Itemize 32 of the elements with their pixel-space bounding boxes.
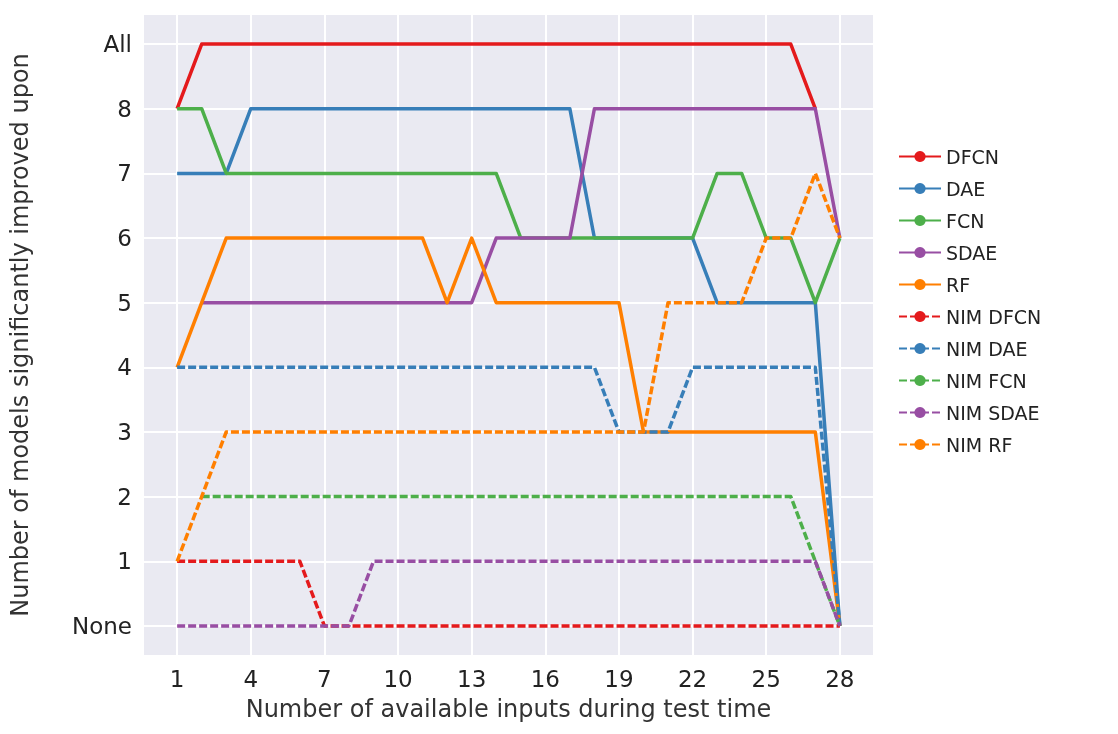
x-tick-label: 7 bbox=[317, 665, 332, 692]
y-tick-label: 8 bbox=[117, 95, 132, 122]
x-tick-label: 10 bbox=[383, 665, 413, 692]
x-tick-label: 22 bbox=[677, 665, 708, 692]
y-tick-label: All bbox=[103, 31, 132, 58]
legend-label: SDAE bbox=[946, 241, 998, 264]
legend-label: DAE bbox=[946, 177, 986, 200]
y-tick-label: 7 bbox=[117, 160, 132, 187]
y-axis-title: Number of models significantly improved upon bbox=[6, 53, 34, 617]
x-tick-label: 16 bbox=[530, 665, 560, 692]
x-tick-label: 13 bbox=[457, 665, 487, 692]
legend-label: FCN bbox=[946, 209, 985, 232]
y-tick-label: 6 bbox=[117, 225, 132, 252]
y-tick-label: 5 bbox=[117, 289, 132, 316]
legend-label: NIM FCN bbox=[946, 369, 1027, 392]
x-tick-label: 1 bbox=[169, 665, 185, 692]
legend-label: RF bbox=[946, 273, 971, 296]
x-tick-label: 19 bbox=[604, 665, 634, 692]
legend-label: NIM DAE bbox=[946, 337, 1028, 360]
x-tick-label: 28 bbox=[825, 665, 855, 692]
x-tick-label: 25 bbox=[751, 665, 781, 692]
x-tick-label: 4 bbox=[243, 665, 259, 692]
y-tick-label: 2 bbox=[117, 483, 132, 510]
legend-label: NIM RF bbox=[946, 433, 1013, 456]
y-tick-label: None bbox=[71, 612, 132, 639]
x-axis-title: Number of available inputs during test time bbox=[245, 695, 772, 723]
y-tick-label: 4 bbox=[117, 354, 132, 381]
legend-label: NIM SDAE bbox=[946, 401, 1040, 424]
y-tick-label: 3 bbox=[117, 418, 132, 445]
legend-label: NIM DFCN bbox=[946, 305, 1042, 328]
legend-label: DFCN bbox=[946, 145, 1000, 168]
y-tick-label: 1 bbox=[117, 548, 132, 575]
